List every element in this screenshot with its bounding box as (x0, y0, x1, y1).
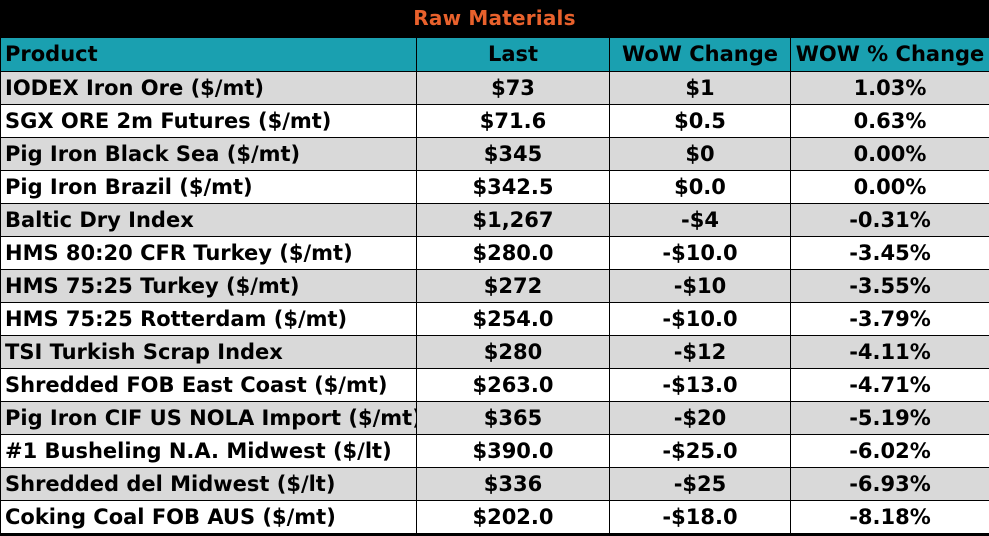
last-cell: $202.0 (416, 500, 610, 534)
last-cell: $254.0 (416, 302, 610, 336)
column-header-product: Product (0, 37, 417, 72)
product-cell: HMS 75:25 Rotterdam ($/mt) (0, 302, 417, 336)
wow-pct-change-cell: -6.02% (790, 434, 989, 468)
wow-pct-change-cell: -3.45% (790, 236, 989, 270)
product-cell: Coking Coal FOB AUS ($/mt) (0, 500, 417, 534)
last-cell: $272 (416, 269, 610, 303)
wow-pct-change-cell: 1.03% (790, 71, 989, 105)
wow-pct-change-cell: -3.55% (790, 269, 989, 303)
product-cell: Baltic Dry Index (0, 203, 417, 237)
last-cell: $71.6 (416, 104, 610, 138)
table-row: Pig Iron Black Sea ($/mt) $345 $0 0.00% (0, 137, 989, 171)
wow-change-cell: -$13.0 (609, 368, 791, 402)
wow-pct-change-cell: -4.11% (790, 335, 989, 369)
wow-pct-change-cell: -5.19% (790, 401, 989, 435)
column-header-last: Last (416, 37, 610, 72)
table-row: Shredded FOB East Coast ($/mt) $263.0 -$13… (0, 368, 989, 402)
wow-change-cell: -$25 (609, 467, 791, 501)
table-title: Raw Materials (0, 0, 989, 37)
wow-change-cell: -$25.0 (609, 434, 791, 468)
table-row: #1 Busheling N.A. Midwest ($/lt) $390.0 -$… (0, 434, 989, 468)
raw-materials-table: Product Last WoW Change WOW % Change IOD… (0, 37, 989, 534)
wow-change-cell: -$10.0 (609, 236, 791, 270)
table-row: HMS 80:20 CFR Turkey ($/mt) $280.0 -$10.0-… (0, 236, 989, 270)
last-cell: $263.0 (416, 368, 610, 402)
product-cell: HMS 75:25 Turkey ($/mt) (0, 269, 417, 303)
column-header-wow-pct-change: WOW % Change (790, 37, 989, 72)
wow-pct-change-cell: -6.93% (790, 467, 989, 501)
last-cell: $280 (416, 335, 610, 369)
wow-change-cell: -$18.0 (609, 500, 791, 534)
wow-change-cell: -$20 (609, 401, 791, 435)
product-cell: Shredded FOB East Coast ($/mt) (0, 368, 417, 402)
table-row: IODEX Iron Ore ($/mt) $73 $1 1.03% (0, 71, 989, 105)
table-row: Pig Iron Brazil ($/mt) $342.5 $0.0 0.00% (0, 170, 989, 204)
table-row: HMS 75:25 Rotterdam ($/mt) $254.0 -$10.0 -3… (0, 302, 989, 336)
table-body: IODEX Iron Ore ($/mt) $73 $1 1.03% SGX ORE 2… (0, 71, 989, 534)
table-row: Pig Iron CIF US NOLA Import ($/mt) $365 -$… (0, 401, 989, 435)
wow-pct-change-cell: -0.31% (790, 203, 989, 237)
column-header-wow-change: WoW Change (609, 37, 791, 72)
product-cell: TSI Turkish Scrap Index (0, 335, 417, 369)
wow-pct-change-cell: 0.63% (790, 104, 989, 138)
wow-change-cell: $0.5 (609, 104, 791, 138)
last-cell: $390.0 (416, 434, 610, 468)
product-cell: HMS 80:20 CFR Turkey ($/mt) (0, 236, 417, 270)
last-cell: $1,267 (416, 203, 610, 237)
header-row: Product Last WoW Change WOW % Change (0, 37, 989, 72)
product-cell: Pig Iron CIF US NOLA Import ($/mt) (0, 401, 417, 435)
wow-change-cell: -$10 (609, 269, 791, 303)
product-cell: SGX ORE 2m Futures ($/mt) (0, 104, 417, 138)
wow-change-cell: -$10.0 (609, 302, 791, 336)
product-cell: IODEX Iron Ore ($/mt) (0, 71, 417, 105)
product-cell: Pig Iron Brazil ($/mt) (0, 170, 417, 204)
wow-change-cell: $1 (609, 71, 791, 105)
last-cell: $73 (416, 71, 610, 105)
last-cell: $336 (416, 467, 610, 501)
wow-change-cell: $0.0 (609, 170, 791, 204)
last-cell: $345 (416, 137, 610, 171)
table-row: SGX ORE 2m Futures ($/mt) $71.6 $0.5 0.63% (0, 104, 989, 138)
wow-pct-change-cell: -4.71% (790, 368, 989, 402)
product-cell: Shredded del Midwest ($/lt) (0, 467, 417, 501)
wow-change-cell: $0 (609, 137, 791, 171)
table-row: TSI Turkish Scrap Index $280 -$12 -4.11% (0, 335, 989, 369)
wow-pct-change-cell: -8.18% (790, 500, 989, 534)
last-cell: $342.5 (416, 170, 610, 204)
product-cell: Pig Iron Black Sea ($/mt) (0, 137, 417, 171)
wow-change-cell: -$4 (609, 203, 791, 237)
table-row: Baltic Dry Index $1,267 -$4 -0.31% (0, 203, 989, 237)
wow-pct-change-cell: 0.00% (790, 137, 989, 171)
last-cell: $280.0 (416, 236, 610, 270)
wow-pct-change-cell: -3.79% (790, 302, 989, 336)
table-row: HMS 75:25 Turkey ($/mt) $272 -$10 -3.55% (0, 269, 989, 303)
table-row: Coking Coal FOB AUS ($/mt) $202.0 -$18.0 -8… (0, 500, 989, 534)
last-cell: $365 (416, 401, 610, 435)
table-row: Shredded del Midwest ($/lt) $336 -$25 -6.93… (0, 467, 989, 501)
wow-pct-change-cell: 0.00% (790, 170, 989, 204)
wow-change-cell: -$12 (609, 335, 791, 369)
product-cell: #1 Busheling N.A. Midwest ($/lt) (0, 434, 417, 468)
